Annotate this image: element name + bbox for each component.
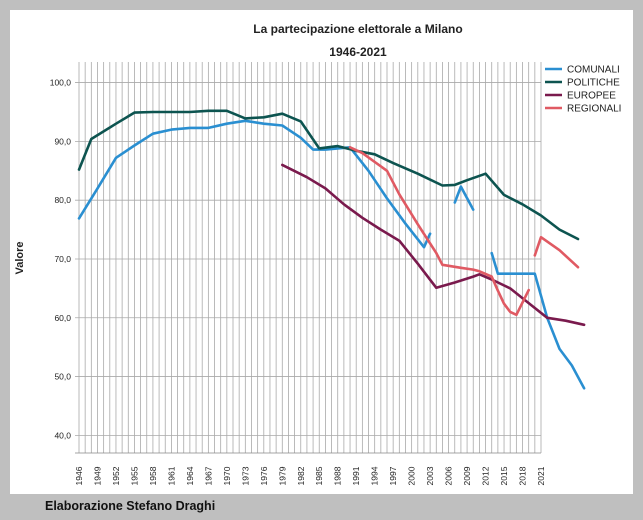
legend-europee-label: EUROPEE: [567, 91, 616, 102]
chart-title: La partecipazione elettorale a Milano: [253, 22, 462, 36]
y-tick-label: 80,0: [54, 195, 71, 205]
chart-panel: [10, 10, 633, 494]
series-europee-line: [281, 163, 586, 327]
x-tick-label: 1961: [166, 466, 176, 485]
y-tick-label: 60,0: [54, 313, 71, 323]
x-tick-label: 1955: [129, 466, 139, 485]
x-tick-label: 2000: [407, 466, 417, 485]
x-tick-label: 1991: [351, 466, 361, 485]
y-tick-label: 90,0: [54, 136, 71, 146]
x-tick-label: 1964: [185, 466, 195, 485]
x-tick-label: 1997: [388, 466, 398, 485]
x-tick-label: 1958: [148, 466, 158, 485]
y-tick-label: 70,0: [54, 254, 71, 264]
chart-subtitle: 1946-2021: [329, 45, 387, 59]
x-tick-label: 1985: [314, 466, 324, 485]
x-tick-label: 1982: [296, 466, 306, 485]
series-regionali-line: [348, 146, 580, 317]
x-tick-label: 1988: [333, 466, 343, 485]
series-politiche-line: [77, 109, 580, 241]
x-tick-label: 1949: [92, 466, 102, 485]
x-tick-label: 1976: [259, 466, 269, 485]
legend: COMUNALI POLITICHE EUROPEE REGIONALI: [545, 65, 621, 115]
legend-comunali-label: COMUNALI: [567, 65, 620, 76]
x-tick-label: 2003: [425, 466, 435, 485]
x-tick-label: 1946: [74, 466, 84, 485]
x-tick-label: 1952: [111, 466, 121, 485]
x-tick-label: 2015: [499, 466, 509, 485]
x-tick-label: 1979: [277, 466, 287, 485]
legend-politiche-label: POLITICHE: [567, 78, 620, 89]
x-tick-label: 2006: [444, 466, 454, 485]
x-tick-label: 1994: [370, 466, 380, 485]
x-tick-label: 2012: [481, 466, 491, 485]
x-tick-label: 2009: [462, 466, 472, 485]
x-tick-label: 1970: [222, 466, 232, 485]
legend-regionali-label: REGIONALI: [567, 104, 621, 115]
y-tick-label: 100,0: [50, 78, 72, 88]
x-tick-label: 2021: [536, 466, 546, 485]
y-tick-label: 40,0: [54, 430, 71, 440]
credit-text: Elaborazione Stefano Draghi: [45, 499, 216, 513]
x-tick-label: 2018: [518, 466, 528, 485]
x-tick-label: 1973: [240, 466, 250, 485]
x-tick-label: 1967: [203, 466, 213, 485]
y-axis-label: Valore: [14, 241, 26, 274]
y-tick-label: 50,0: [54, 372, 71, 382]
